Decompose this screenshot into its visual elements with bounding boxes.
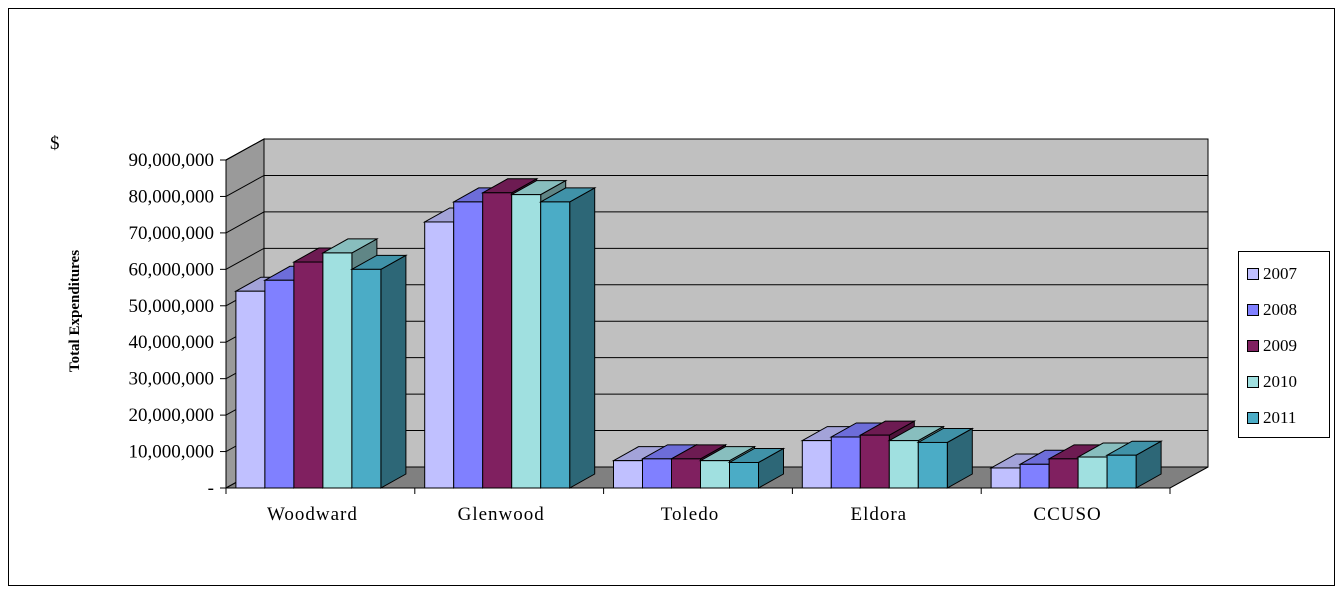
legend-item: 2011 (1247, 408, 1296, 428)
bar-front (1106, 454, 1137, 489)
bar-front (482, 192, 513, 489)
bars (233, 177, 1164, 489)
y-tick-label: 70,000,000 (129, 223, 215, 244)
y-tick-label: 90,000,000 (129, 150, 215, 171)
legend-item: 2008 (1247, 300, 1297, 320)
bar-front (540, 201, 571, 489)
bar (916, 427, 975, 489)
y-tick-label: - (208, 478, 214, 499)
bar-front (235, 290, 266, 489)
category-label: Toledo (661, 504, 720, 525)
gridline (225, 247, 1208, 270)
legend-item: 2010 (1247, 372, 1297, 392)
bar-front (613, 460, 643, 489)
category-label: Woodward (267, 504, 358, 525)
y-axis-label: Total Expenditures (67, 250, 83, 372)
currency-symbol: $ (50, 133, 60, 154)
bar-front (453, 201, 484, 489)
bar-front (322, 252, 353, 489)
legend-swatch (1247, 376, 1259, 388)
bar-front (1048, 458, 1079, 489)
y-tick-label: 20,000,000 (129, 405, 215, 426)
bar-front (700, 460, 730, 489)
y-tick-labels: - 10,000,000 20,000,000 30,000,000 40,000,00… (129, 150, 215, 499)
gridline (225, 174, 1208, 197)
bar-side (569, 187, 596, 489)
gridline (225, 211, 1208, 234)
bar-front (671, 458, 701, 489)
bar-front (859, 434, 890, 489)
bar-front (990, 467, 1021, 489)
legend-item: 2009 (1247, 336, 1297, 356)
legend-swatch (1247, 268, 1259, 280)
legend-swatch (1247, 340, 1259, 352)
bar-front (642, 458, 672, 489)
bar-front (830, 436, 861, 489)
bar (727, 447, 786, 489)
bar-side (380, 254, 407, 489)
legend-label: 2011 (1263, 408, 1297, 427)
bar-front (351, 268, 382, 489)
category-label: Glenwood (458, 504, 545, 525)
bar-front (1077, 456, 1108, 489)
legend-label: 2010 (1263, 372, 1297, 391)
bar-front (1019, 463, 1050, 489)
legend-swatch (1247, 412, 1259, 424)
bar (538, 187, 597, 489)
bar-front (424, 221, 455, 489)
legend-label: 2007 (1263, 264, 1297, 283)
y-tick-label: 60,000,000 (129, 259, 215, 280)
category-label: Eldora (850, 504, 907, 525)
bar (349, 254, 408, 489)
bar-front (293, 261, 324, 489)
bar-front (917, 441, 948, 489)
bar-front (729, 461, 759, 489)
y-tick-label: 10,000,000 (129, 442, 215, 463)
bar-front (264, 279, 295, 489)
y-tick-label: 50,000,000 (129, 296, 215, 317)
y-tick-label: 80,000,000 (129, 186, 215, 207)
category-label: CCUSO (1033, 504, 1101, 525)
y-tick-label: 30,000,000 (129, 369, 215, 390)
category-labels: Woodward Glenwood Toledo Eldora CCUSO (267, 504, 1101, 525)
bar-front (511, 194, 542, 489)
legend-label: 2009 (1263, 336, 1297, 355)
legend: 2007 2008 2009 2010 2011 (1238, 251, 1330, 438)
legend-label: 2008 (1263, 300, 1297, 319)
gridline (225, 138, 1208, 161)
bar-front (801, 440, 832, 489)
legend-swatch (1247, 304, 1259, 316)
bar (1105, 440, 1164, 489)
y-tick-label: 40,000,000 (129, 332, 215, 353)
legend-item: 2007 (1247, 264, 1297, 284)
bar-front (888, 440, 919, 489)
